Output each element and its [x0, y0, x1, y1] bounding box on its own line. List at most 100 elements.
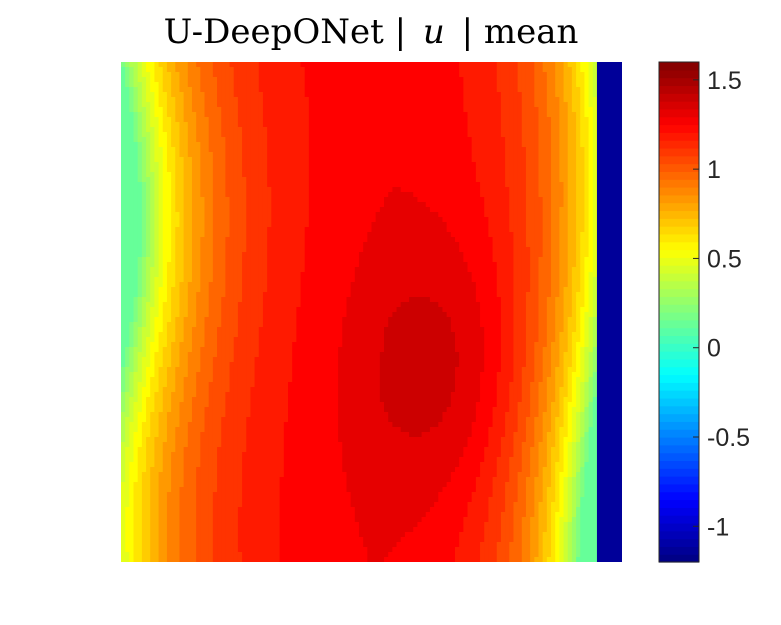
heatmap-cell — [321, 132, 327, 138]
heatmap-cell — [354, 87, 360, 93]
heatmap-cell — [563, 222, 569, 228]
heatmap-cell — [601, 147, 606, 153]
heatmap-cell — [463, 127, 469, 133]
heatmap-cell — [267, 257, 272, 263]
heatmap-cell — [542, 127, 548, 133]
heatmap-cell — [158, 77, 164, 83]
heatmap-cell — [379, 77, 385, 83]
heatmap-cell — [417, 112, 423, 118]
heatmap-cell — [321, 252, 327, 258]
heatmap-cell — [571, 187, 577, 193]
heatmap-cell — [571, 257, 577, 263]
heatmap-cell — [471, 137, 477, 143]
heatmap-cell — [121, 197, 126, 203]
heatmap-cell — [254, 222, 260, 228]
heatmap-cell — [617, 152, 622, 158]
heatmap-cell — [605, 177, 611, 183]
heatmap-cell — [505, 157, 510, 163]
heatmap-cell — [613, 147, 619, 153]
heatmap-cell — [288, 147, 293, 153]
heatmap-cell — [229, 182, 235, 188]
heatmap-cell — [396, 167, 402, 173]
heatmap-cell — [525, 177, 531, 183]
heatmap-cell — [129, 157, 135, 163]
heatmap-cell — [475, 72, 481, 78]
heatmap-cell — [384, 87, 389, 93]
heatmap-cell — [258, 222, 264, 228]
heatmap-cell — [154, 182, 160, 188]
heatmap-cell — [450, 157, 456, 163]
heatmap-cell — [363, 137, 368, 143]
heatmap-cell — [150, 232, 155, 238]
heatmap-cell — [425, 227, 431, 233]
heatmap-cell — [592, 232, 598, 238]
heatmap-cell — [463, 187, 469, 193]
heatmap-cell — [296, 222, 302, 228]
heatmap-cell — [187, 262, 193, 268]
heatmap-cell — [300, 172, 306, 178]
heatmap-cell — [417, 177, 423, 183]
heatmap-cell — [559, 237, 565, 243]
heatmap-cell — [500, 72, 506, 78]
heatmap-cell — [417, 152, 423, 158]
heatmap-cell — [317, 152, 322, 158]
heatmap-cell — [292, 202, 297, 208]
heatmap-cell — [580, 257, 586, 263]
heatmap-cell — [379, 217, 385, 223]
heatmap-cell — [333, 212, 339, 218]
heatmap-cell — [321, 92, 327, 98]
heatmap-cell — [279, 107, 285, 113]
heatmap-cell — [421, 82, 427, 88]
heatmap-cell — [317, 257, 322, 263]
heatmap-cell — [563, 167, 569, 173]
heatmap-cell — [546, 262, 552, 268]
heatmap-cell — [459, 232, 464, 238]
heatmap-cell — [588, 187, 594, 193]
heatmap-cell — [480, 107, 485, 113]
heatmap-cell — [542, 212, 548, 218]
heatmap-cell — [283, 147, 289, 153]
heatmap-cell — [601, 142, 606, 148]
heatmap-cell — [563, 67, 569, 73]
heatmap-cell — [488, 237, 494, 243]
heatmap-cell — [480, 197, 485, 203]
heatmap-cell — [308, 237, 314, 243]
heatmap-cell — [258, 242, 264, 248]
heatmap-cell — [200, 212, 206, 218]
heatmap-cell — [400, 82, 406, 88]
heatmap-cell — [488, 167, 494, 173]
heatmap-cell — [313, 122, 318, 128]
heatmap-cell — [555, 82, 560, 88]
heatmap-cell — [509, 147, 515, 153]
heatmap-cell — [425, 262, 431, 268]
heatmap-cell — [396, 212, 402, 218]
heatmap-cell — [363, 262, 368, 268]
heatmap-cell — [321, 197, 327, 203]
heatmap-cell — [191, 97, 197, 103]
heatmap-cell — [521, 132, 527, 138]
heatmap-cell — [166, 222, 172, 228]
heatmap-cell — [258, 107, 264, 113]
heatmap-cell — [363, 117, 368, 123]
heatmap-cell — [467, 232, 473, 238]
heatmap-cell — [250, 142, 256, 148]
heatmap-cell — [617, 82, 622, 88]
heatmap-cell — [166, 192, 172, 198]
heatmap-cell — [308, 132, 314, 138]
heatmap-cell — [584, 222, 590, 228]
heatmap-cell — [338, 242, 343, 248]
heatmap-cell — [467, 202, 473, 208]
heatmap-cell — [141, 122, 147, 128]
heatmap-cell — [229, 267, 235, 273]
heatmap-cell — [338, 177, 343, 183]
heatmap-cell — [488, 62, 494, 68]
heatmap-cell — [492, 242, 498, 248]
heatmap-cell — [463, 82, 469, 88]
heatmap-cell — [492, 137, 498, 143]
heatmap-cell — [601, 87, 606, 93]
heatmap-cell — [325, 197, 331, 203]
heatmap-cell — [313, 67, 318, 73]
heatmap-cell — [421, 182, 427, 188]
heatmap-cell — [262, 172, 268, 178]
heatmap-cell — [509, 142, 515, 148]
